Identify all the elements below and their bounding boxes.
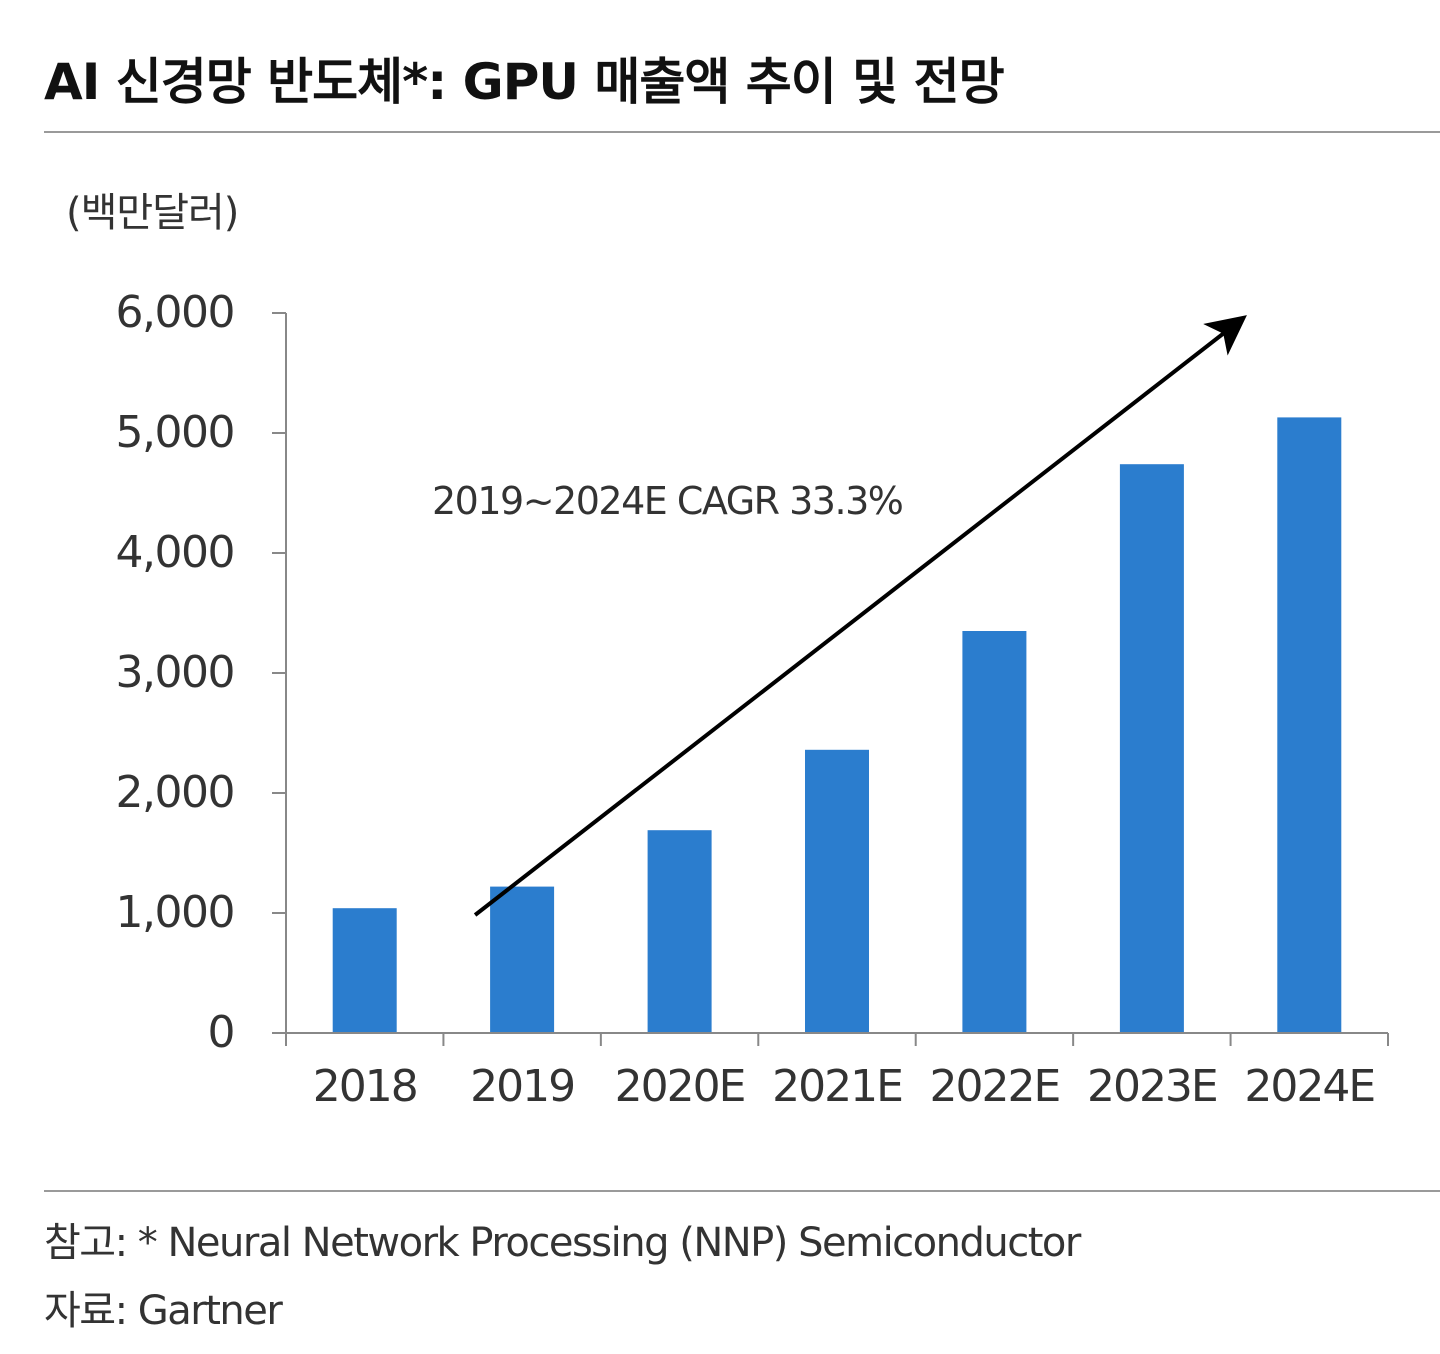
y-tick-label: 4,000	[116, 527, 234, 578]
bar-2024e	[1277, 417, 1342, 1033]
y-tick-label: 3,000	[116, 647, 234, 698]
bar-2023e	[1119, 464, 1184, 1033]
y-tick-label: 5,000	[116, 407, 234, 458]
unit-label: (백만달러)	[66, 190, 239, 236]
bars	[332, 417, 1342, 1033]
y-tick-label: 6,000	[116, 287, 234, 338]
x-tick-label: 2019	[470, 1061, 574, 1112]
y-tick-label: 0	[208, 1007, 235, 1058]
cagr-arrow	[473, 315, 1247, 917]
footnote: 참고: * Neural Network Processing (NNP) Se…	[44, 1220, 1081, 1266]
bottom-divider	[44, 1190, 1440, 1192]
bar-2018	[332, 908, 397, 1033]
axes	[272, 312, 1389, 1046]
x-tick-label: 2023E	[1087, 1061, 1217, 1112]
source-note: 자료: Gartner	[44, 1288, 283, 1334]
x-tick-label: 2022E	[930, 1061, 1060, 1112]
bar-2019	[490, 886, 555, 1033]
y-tick-label: 2,000	[116, 767, 234, 818]
axis-labels: 0 1,000 2,000 3,000 4,000 5,000 6,000 2018 2019 2…	[116, 287, 1377, 1112]
bar-2021e	[805, 749, 869, 1033]
x-tick-label: 2020E	[615, 1061, 745, 1112]
x-tick-label: 2024E	[1244, 1061, 1374, 1112]
annotations: 2019~2024E CAGR 33.3%	[432, 315, 1247, 917]
x-tick-label: 2021E	[772, 1061, 902, 1112]
bar-2022e	[962, 631, 1027, 1033]
x-tick-label: 2018	[313, 1061, 417, 1112]
chart-title: AI 신경망 반도체*: GPU 매출액 추이 및 전망	[44, 53, 1005, 111]
cagr-annotation: 2019~2024E CAGR 33.3%	[432, 479, 903, 523]
y-tick-label: 1,000	[116, 887, 234, 938]
bar-2020e	[647, 830, 712, 1033]
top-divider	[44, 131, 1440, 133]
